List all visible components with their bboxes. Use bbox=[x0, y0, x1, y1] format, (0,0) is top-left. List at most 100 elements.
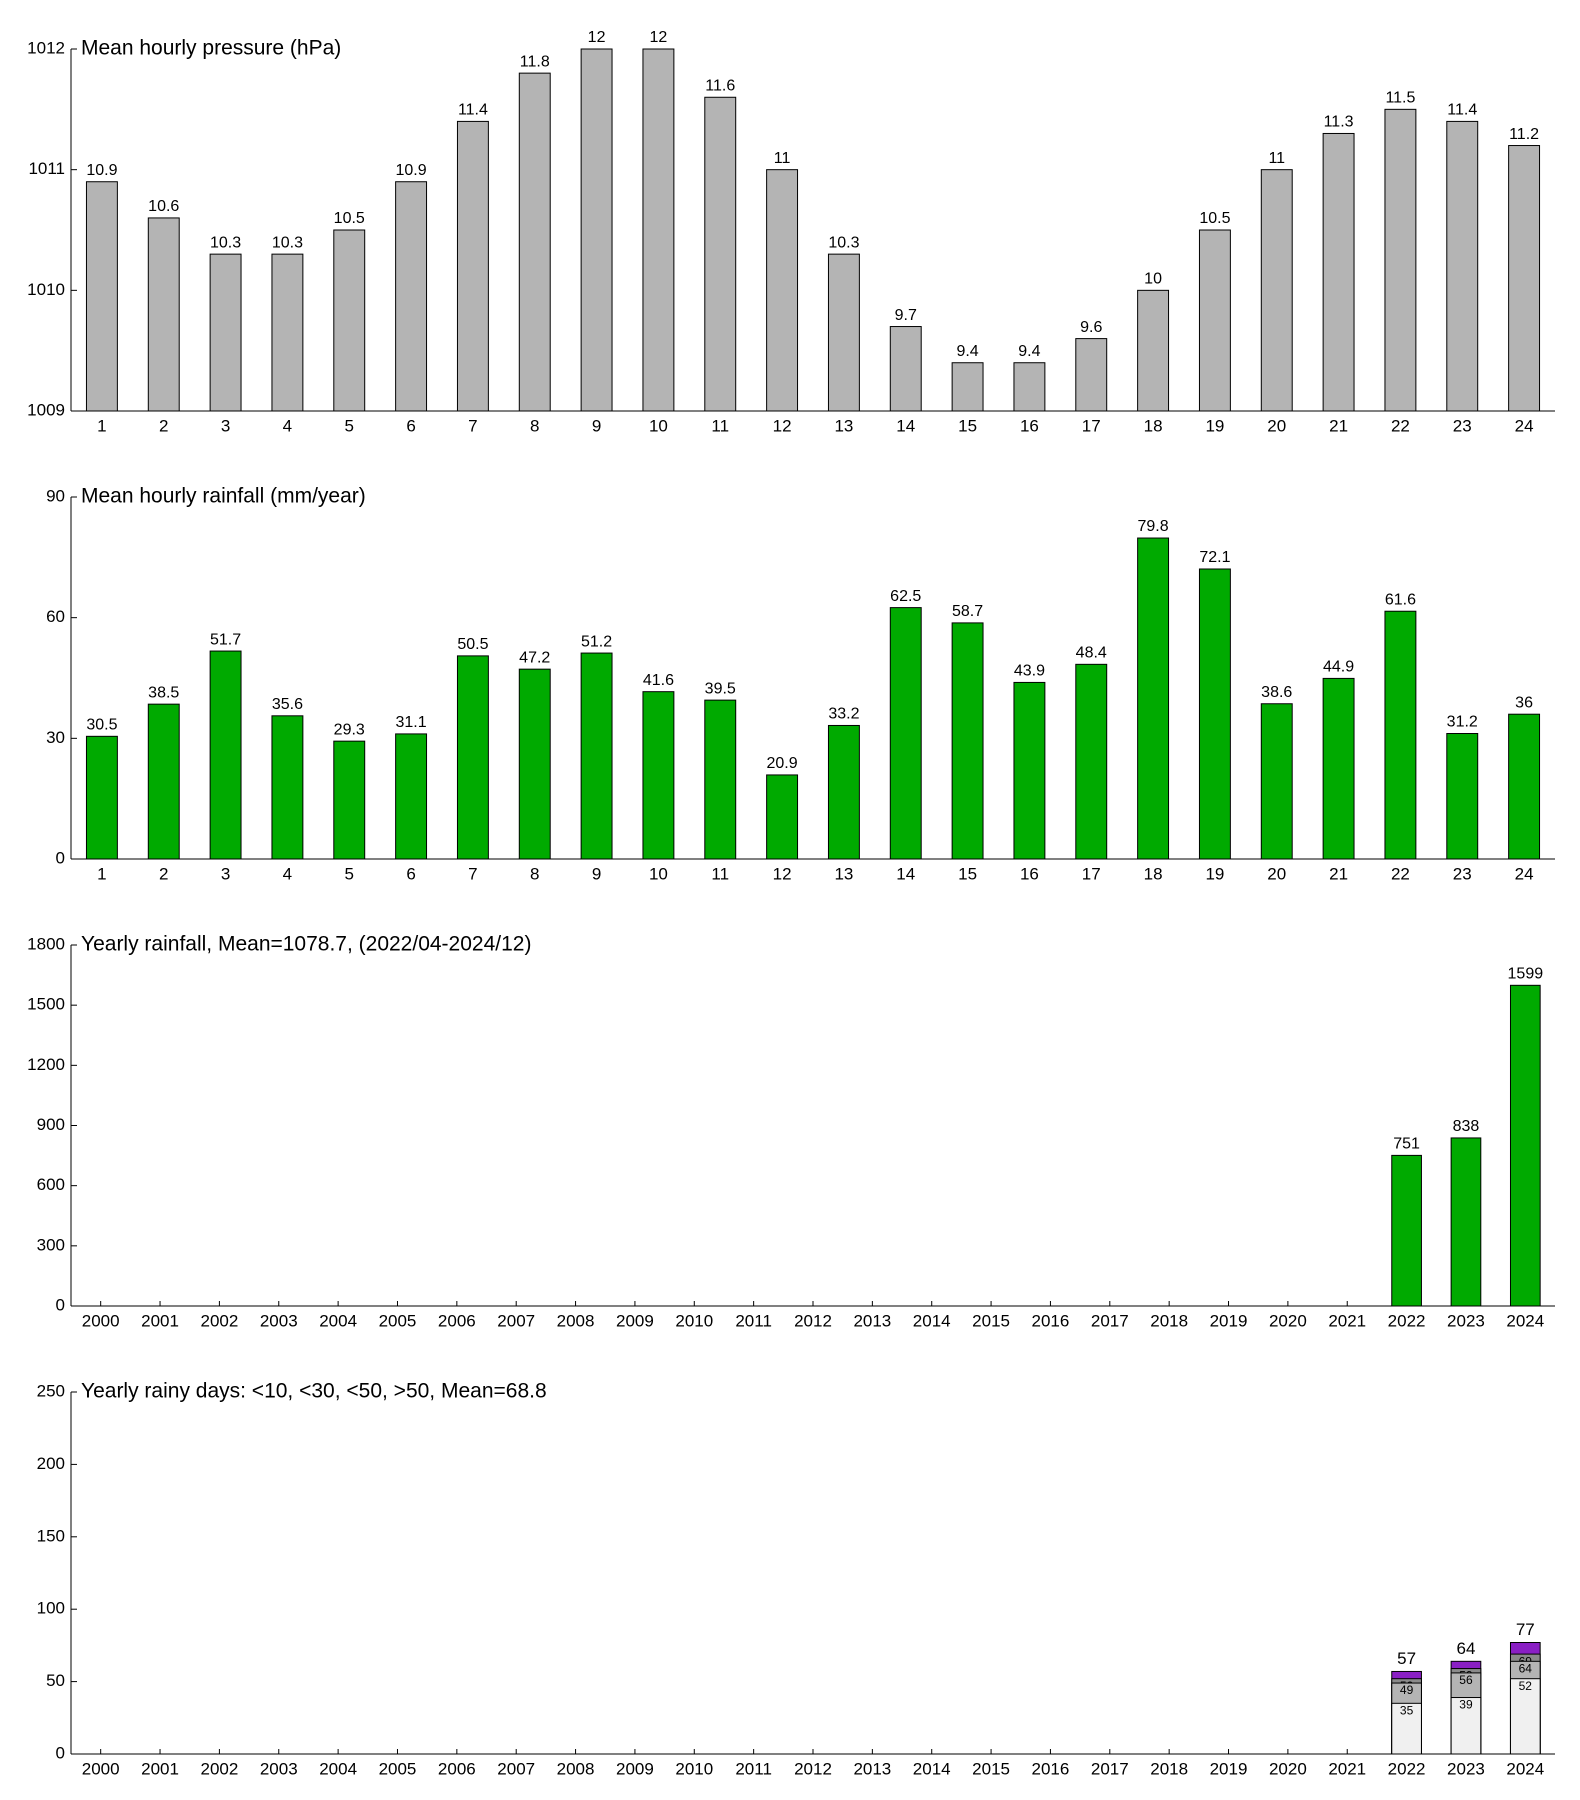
x-tick-label: 2015 bbox=[972, 1759, 1010, 1778]
data-label: 29.3 bbox=[334, 721, 365, 738]
x-tick-label: 2000 bbox=[82, 1311, 120, 1330]
x-tick-label: 17 bbox=[1082, 864, 1101, 883]
y-tick-label: 600 bbox=[37, 1175, 65, 1194]
data-label: 77 bbox=[1516, 1620, 1535, 1639]
bar bbox=[1198, 568, 1231, 860]
bar bbox=[642, 691, 675, 860]
x-tick-label: 2010 bbox=[675, 1311, 713, 1330]
data-label: 49 bbox=[1400, 1683, 1414, 1697]
bar bbox=[209, 253, 242, 412]
bar bbox=[1508, 713, 1541, 860]
x-tick-label: 2013 bbox=[853, 1311, 891, 1330]
x-tick-label: 10 bbox=[649, 864, 668, 883]
bar bbox=[456, 655, 489, 860]
data-label: 9.6 bbox=[1080, 319, 1102, 336]
x-tick-label: 20 bbox=[1267, 416, 1286, 435]
x-tick-label: 2014 bbox=[913, 1311, 951, 1330]
x-tick-label: 2012 bbox=[794, 1311, 832, 1330]
x-tick-label: 24 bbox=[1515, 416, 1534, 435]
y-tick-label: 200 bbox=[37, 1454, 65, 1473]
bar bbox=[642, 48, 675, 412]
x-tick-label: 2006 bbox=[438, 1759, 476, 1778]
data-label: 12 bbox=[588, 29, 606, 46]
bar bbox=[1013, 681, 1046, 860]
bar bbox=[1137, 537, 1170, 860]
x-tick-label: 2001 bbox=[141, 1759, 179, 1778]
x-tick-label: 13 bbox=[834, 416, 853, 435]
y-tick-label: 150 bbox=[37, 1526, 65, 1545]
x-tick-label: 11 bbox=[711, 416, 729, 435]
data-label: 79.8 bbox=[1138, 518, 1169, 535]
chart-title: Mean hourly pressure (hPa) bbox=[81, 37, 341, 60]
bar bbox=[951, 622, 984, 860]
x-tick-label: 7 bbox=[468, 416, 477, 435]
x-tick-label: 24 bbox=[1515, 864, 1534, 883]
data-label: 39.5 bbox=[705, 680, 736, 697]
bar bbox=[333, 229, 366, 412]
bar bbox=[1508, 145, 1541, 412]
data-label: 11.4 bbox=[1447, 102, 1477, 119]
data-label: 38.5 bbox=[148, 684, 179, 701]
x-tick-label: 2007 bbox=[497, 1759, 535, 1778]
data-label: 31.1 bbox=[396, 714, 427, 731]
x-tick-label: 4 bbox=[283, 864, 292, 883]
bar bbox=[1260, 169, 1293, 412]
bar bbox=[85, 735, 118, 860]
x-tick-label: 2024 bbox=[1506, 1759, 1544, 1778]
x-tick-label: 2018 bbox=[1150, 1311, 1188, 1330]
bar bbox=[395, 733, 428, 860]
data-label: 62.5 bbox=[890, 588, 921, 605]
data-label: 11.3 bbox=[1324, 114, 1354, 131]
x-tick-label: 2019 bbox=[1210, 1759, 1248, 1778]
data-label: 10.9 bbox=[396, 162, 427, 179]
x-tick-label: 2002 bbox=[200, 1759, 238, 1778]
bar bbox=[1509, 1678, 1541, 1755]
data-label: 10.5 bbox=[334, 210, 365, 227]
y-tick-label: 0 bbox=[56, 848, 65, 867]
bar bbox=[1450, 1697, 1482, 1755]
y-tick-label: 1010 bbox=[27, 280, 65, 299]
x-tick-label: 1 bbox=[97, 416, 106, 435]
bar bbox=[85, 181, 118, 412]
bar bbox=[1446, 733, 1479, 860]
x-tick-label: 2023 bbox=[1447, 1759, 1485, 1778]
bar bbox=[1137, 289, 1170, 412]
data-label: 31.2 bbox=[1447, 714, 1478, 731]
bar bbox=[580, 652, 613, 860]
x-tick-label: 2013 bbox=[853, 1759, 891, 1778]
x-tick-label: 2006 bbox=[438, 1311, 476, 1330]
data-label: 10.3 bbox=[828, 234, 859, 251]
x-tick-label: 2020 bbox=[1269, 1759, 1307, 1778]
y-tick-label: 300 bbox=[37, 1235, 65, 1254]
x-tick-label: 2015 bbox=[972, 1311, 1010, 1330]
y-tick-label: 0 bbox=[56, 1743, 65, 1762]
x-tick-label: 2023 bbox=[1447, 1311, 1485, 1330]
x-tick-label: 1 bbox=[97, 864, 106, 883]
bar bbox=[518, 72, 551, 412]
data-label: 10.3 bbox=[210, 234, 241, 251]
x-tick-label: 23 bbox=[1453, 864, 1472, 883]
data-label: 10.3 bbox=[272, 234, 303, 251]
data-label: 51.7 bbox=[210, 631, 241, 648]
data-label: 58.7 bbox=[952, 603, 983, 620]
chart-title: Mean hourly rainfall (mm/year) bbox=[81, 485, 366, 508]
data-label: 11.2 bbox=[1509, 126, 1539, 143]
x-tick-label: 18 bbox=[1144, 416, 1163, 435]
bar bbox=[147, 703, 180, 860]
y-tick-label: 30 bbox=[46, 728, 65, 747]
data-label: 61.6 bbox=[1385, 591, 1416, 608]
x-tick-label: 2021 bbox=[1328, 1311, 1366, 1330]
y-tick-label: 50 bbox=[46, 1671, 65, 1690]
data-label: 12 bbox=[650, 29, 668, 46]
y-tick-label: 1200 bbox=[27, 1055, 65, 1074]
x-tick-label: 19 bbox=[1205, 416, 1224, 435]
data-label: 41.6 bbox=[643, 672, 674, 689]
x-tick-label: 4 bbox=[283, 416, 292, 435]
x-tick-label: 2024 bbox=[1506, 1311, 1544, 1330]
data-label: 1599 bbox=[1508, 966, 1544, 983]
x-tick-label: 19 bbox=[1205, 864, 1224, 883]
x-tick-label: 2020 bbox=[1269, 1311, 1307, 1330]
data-label: 48.4 bbox=[1076, 645, 1107, 662]
data-label: 11.5 bbox=[1385, 90, 1415, 107]
x-tick-label: 2 bbox=[159, 416, 168, 435]
